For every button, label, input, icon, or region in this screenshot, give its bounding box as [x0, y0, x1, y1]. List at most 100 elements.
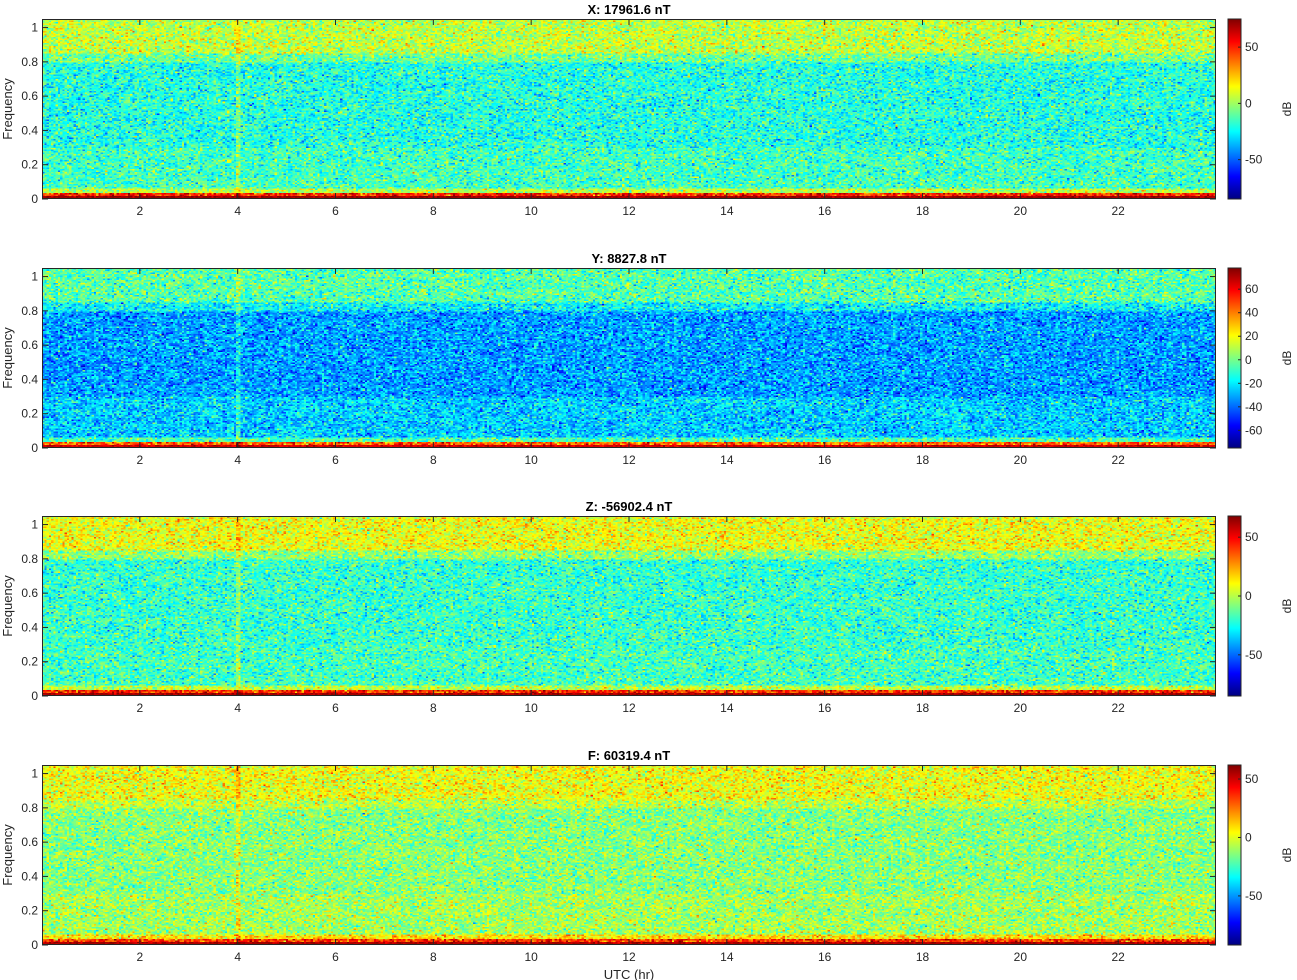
- colorbar-tick-label: -40: [1245, 400, 1263, 414]
- y-tick-label: 0.4: [21, 869, 38, 883]
- y-tick-label: 0.8: [21, 801, 38, 815]
- x-tick-label: 6: [332, 950, 339, 964]
- x-tick-label: 10: [524, 453, 538, 467]
- panel-title: Y: 8827.8 nT: [592, 251, 667, 266]
- x-tick-label: 8: [430, 701, 437, 715]
- panel-title: X: 17961.6 nT: [587, 2, 670, 17]
- y-tick-label: 0.6: [21, 89, 38, 103]
- x-axis-label: UTC (hr): [604, 967, 655, 980]
- y-tick-label: 0: [31, 192, 38, 206]
- colorbar-label: dB: [1280, 351, 1294, 366]
- y-tick-label: 1: [31, 518, 38, 532]
- x-tick-label: 2: [136, 453, 143, 467]
- x-tick-label: 16: [818, 701, 832, 715]
- y-tick-label: 0.2: [21, 655, 38, 669]
- x-tick-label: 8: [430, 204, 437, 218]
- y-tick-label: 0: [31, 938, 38, 952]
- x-tick-label: 4: [234, 950, 241, 964]
- spectrogram-heatmap: [42, 268, 1216, 448]
- colorbar: [1227, 267, 1242, 449]
- x-tick-label: 22: [1111, 701, 1125, 715]
- x-tick-label: 6: [332, 453, 339, 467]
- x-tick-label: 12: [622, 701, 636, 715]
- x-tick-label: 20: [1014, 950, 1028, 964]
- x-tick-label: 20: [1014, 453, 1028, 467]
- y-tick-label: 0.6: [21, 835, 38, 849]
- y-tick-label: 0.6: [21, 586, 38, 600]
- spectrogram-heatmap: [42, 19, 1216, 199]
- y-tick-label: 1: [31, 21, 38, 35]
- colorbar-tick-label: 60: [1245, 282, 1259, 296]
- colorbar-label: dB: [1280, 102, 1294, 117]
- x-tick-label: 12: [622, 453, 636, 467]
- colorbar-tick-label: -50: [1245, 648, 1263, 662]
- y-tick-label: 1: [31, 767, 38, 781]
- colorbar-tick-label: 0: [1245, 830, 1252, 844]
- y-axis-label: Frequency: [0, 327, 15, 389]
- colorbar-tick-label: 0: [1245, 589, 1252, 603]
- colorbar-tick-label: 50: [1245, 772, 1259, 786]
- colorbar-tick-label: -50: [1245, 153, 1263, 167]
- y-axis-label: Frequency: [0, 78, 15, 140]
- y-axis-label: Frequency: [0, 575, 15, 637]
- y-tick-label: 0.4: [21, 620, 38, 634]
- x-tick-label: 8: [430, 950, 437, 964]
- x-tick-label: 2: [136, 204, 143, 218]
- x-tick-label: 16: [818, 950, 832, 964]
- x-tick-label: 22: [1111, 950, 1125, 964]
- y-tick-label: 0.8: [21, 304, 38, 318]
- colorbar-tick-label: 40: [1245, 306, 1259, 320]
- spectrogram-panel: Z: -56902.4 nT2 4 6 8 10 12 14 16 18 20 2200.20.40…: [0, 499, 1294, 715]
- x-tick-label: 16: [818, 453, 832, 467]
- x-tick-label: 4: [234, 453, 241, 467]
- x-tick-label: 12: [622, 204, 636, 218]
- spectrogram-heatmap: [42, 516, 1216, 696]
- y-tick-label: 0.8: [21, 552, 38, 566]
- x-tick-label: 10: [524, 204, 538, 218]
- y-tick-label: 0: [31, 689, 38, 703]
- panel-title: F: 60319.4 nT: [588, 748, 670, 763]
- y-tick-label: 0.2: [21, 904, 38, 918]
- y-tick-label: 0.2: [21, 407, 38, 421]
- x-tick-label: 10: [524, 701, 538, 715]
- x-tick-label: 4: [234, 204, 241, 218]
- colorbar: [1227, 18, 1242, 200]
- x-tick-label: 2: [136, 950, 143, 964]
- y-tick-label: 0.4: [21, 123, 38, 137]
- panel-title: Z: -56902.4 nT: [586, 499, 673, 514]
- x-tick-label: 6: [332, 204, 339, 218]
- x-tick-label: 18: [916, 950, 930, 964]
- x-tick-label: 14: [720, 950, 734, 964]
- y-axis-label: Frequency: [0, 824, 15, 886]
- colorbar-label: dB: [1280, 848, 1294, 863]
- x-tick-label: 8: [430, 453, 437, 467]
- x-tick-label: 22: [1111, 204, 1125, 218]
- y-tick-label: 0.4: [21, 372, 38, 386]
- colorbar-tick-label: 50: [1245, 40, 1259, 54]
- x-tick-label: 2: [136, 701, 143, 715]
- colorbar-tick-label: -20: [1245, 376, 1263, 390]
- x-tick-label: 22: [1111, 453, 1125, 467]
- x-tick-label: 10: [524, 950, 538, 964]
- colorbar-label: dB: [1280, 599, 1294, 614]
- colorbar-tick-label: 50: [1245, 530, 1259, 544]
- x-tick-label: 18: [916, 204, 930, 218]
- colorbar-tick-label: 0: [1245, 353, 1252, 367]
- colorbar-tick-label: 0: [1245, 96, 1252, 110]
- x-tick-label: 6: [332, 701, 339, 715]
- y-tick-label: 0.2: [21, 158, 38, 172]
- y-tick-label: 0: [31, 441, 38, 455]
- spectrogram-panel: X: 17961.6 nT2 4 6 8 10 12 14 16 18 20 2200.20.40.…: [0, 2, 1294, 218]
- spectrogram-panel: Y: 8827.8 nT2 4 6 8 10 12 14 16 18 20 2200.20.40.6…: [0, 251, 1294, 467]
- x-tick-label: 20: [1014, 204, 1028, 218]
- y-tick-label: 0.8: [21, 55, 38, 69]
- x-tick-label: 4: [234, 701, 241, 715]
- x-tick-label: 18: [916, 701, 930, 715]
- colorbar-tick-label: -50: [1245, 889, 1263, 903]
- x-tick-label: 16: [818, 204, 832, 218]
- x-tick-label: 14: [720, 204, 734, 218]
- colorbar: [1227, 515, 1242, 697]
- x-tick-label: 18: [916, 453, 930, 467]
- x-tick-label: 14: [720, 453, 734, 467]
